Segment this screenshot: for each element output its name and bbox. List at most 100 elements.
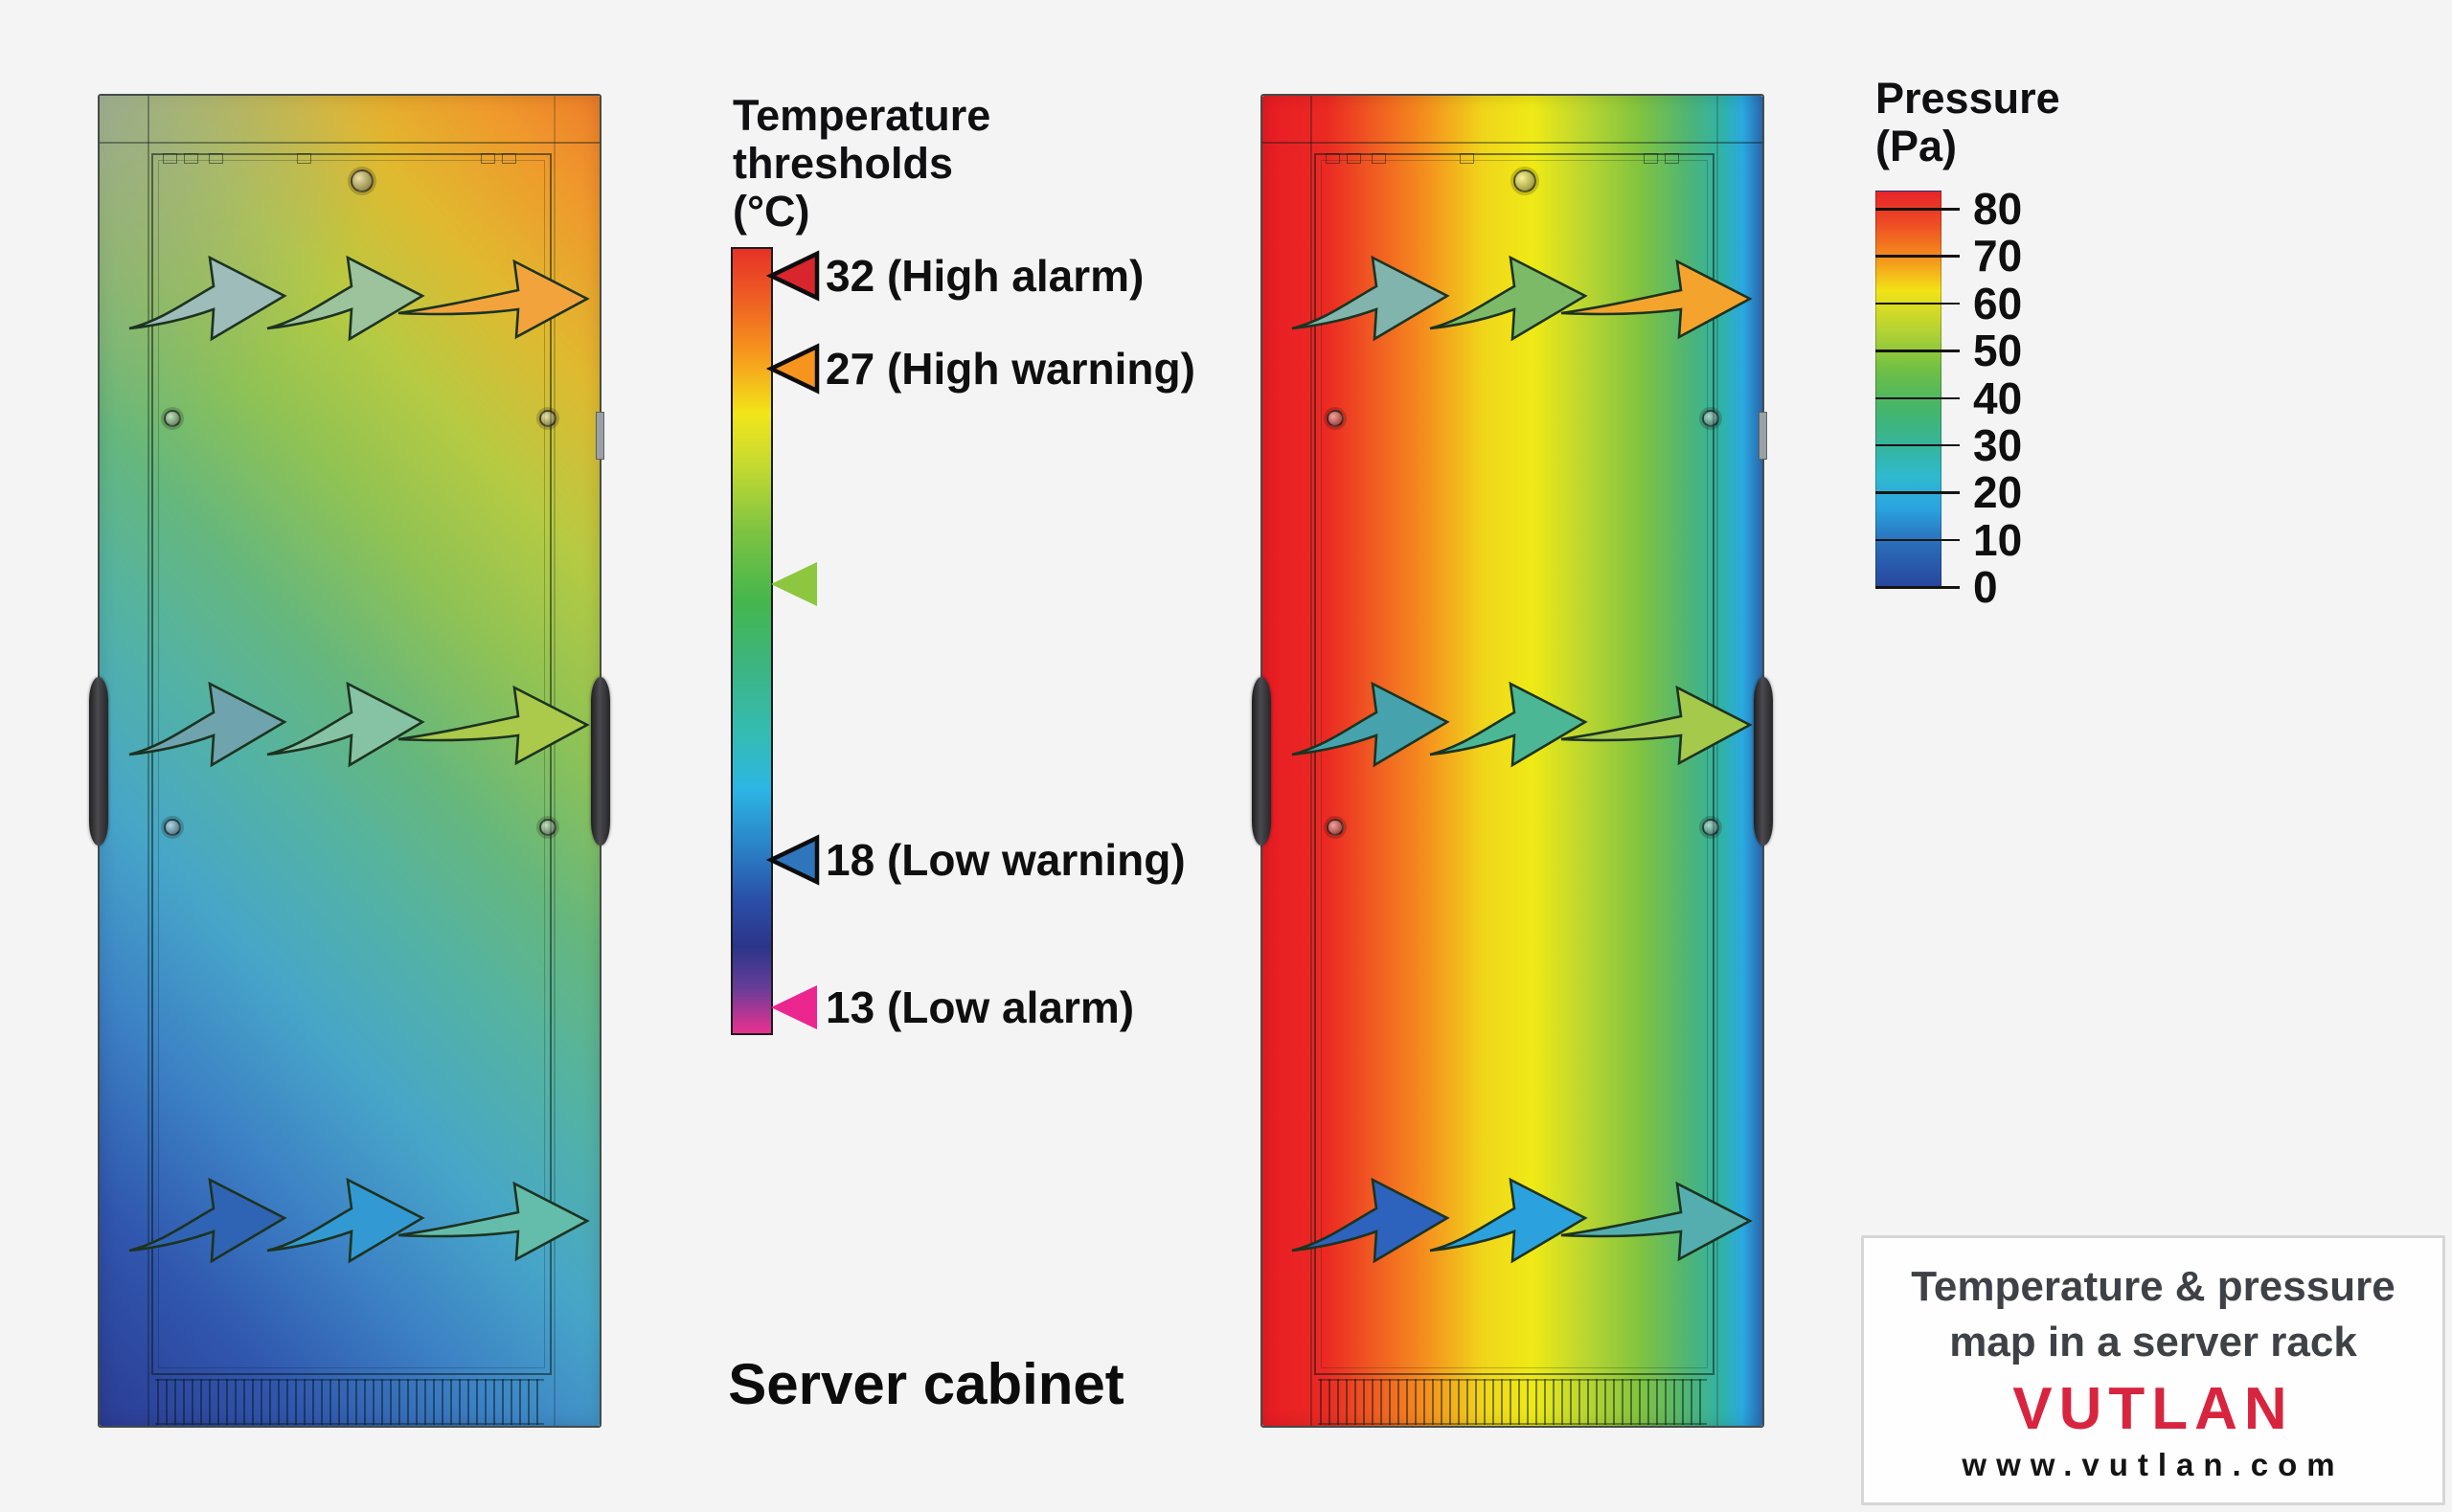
airflow-arrow-icon bbox=[397, 259, 590, 340]
screw-icon bbox=[1702, 410, 1719, 427]
airflow-arrow-icon bbox=[1429, 255, 1588, 342]
temperature-legend-title-line1: Temperature bbox=[733, 91, 991, 140]
airflow-arrow-icon bbox=[1291, 255, 1450, 342]
temperature-colorbar bbox=[731, 247, 773, 1035]
brand-logo: VUTLAN bbox=[2012, 1376, 2294, 1442]
brand-url: www.vutlan.com bbox=[1962, 1447, 2345, 1482]
door-hinge-mark bbox=[297, 153, 311, 164]
pressure-tick-line bbox=[1875, 350, 1960, 352]
airflow-arrow-icon bbox=[397, 1181, 590, 1262]
door-hinge-mark bbox=[209, 153, 223, 164]
cabinet-frame-line bbox=[1716, 96, 1718, 1426]
airflow-arrow-icon bbox=[266, 1177, 425, 1264]
door-hinge-mark bbox=[184, 153, 198, 164]
pressure-tick-line bbox=[1875, 586, 1960, 589]
door-hinge-mark bbox=[481, 153, 495, 164]
cabinet-frame-line bbox=[1310, 96, 1312, 1426]
temperature-legend-title-line3: (°C) bbox=[733, 187, 810, 236]
screw-icon bbox=[1702, 819, 1719, 836]
pressure-tick-label: 70 bbox=[1973, 231, 2023, 282]
pressure-tick-label: 50 bbox=[1973, 326, 2023, 376]
airflow-arrow-icon bbox=[1429, 681, 1588, 768]
info-box-title-line1: Temperature & pressure bbox=[1911, 1263, 2395, 1310]
airflow-arrow-icon bbox=[266, 255, 425, 342]
pressure-tick-label: 60 bbox=[1973, 278, 2023, 328]
threshold-marker-icon bbox=[766, 557, 820, 611]
cabinet-top-rail-line bbox=[1262, 142, 1762, 144]
pressure-tick-line bbox=[1875, 302, 1960, 305]
screw-icon bbox=[1327, 819, 1344, 836]
pressure-legend-title-line2: (Pa) bbox=[1875, 122, 1958, 170]
threshold-label: 13 (Low alarm) bbox=[826, 982, 1135, 1032]
screw-icon bbox=[351, 169, 374, 192]
airflow-arrow-icon bbox=[128, 1177, 287, 1264]
screw-icon bbox=[539, 410, 556, 427]
threshold-marker-icon bbox=[765, 342, 820, 395]
pressure-tick-label: 40 bbox=[1973, 372, 2023, 423]
pressure-legend-title: Pressure (Pa) bbox=[1875, 75, 2060, 170]
threshold-label: 18 (Low warning) bbox=[826, 835, 1186, 886]
airflow-arrow-icon bbox=[1429, 1177, 1588, 1264]
pressure-colorbar bbox=[1875, 191, 1941, 589]
cabinet-top-rail-line bbox=[100, 142, 600, 144]
pressure-tick-line bbox=[1875, 396, 1960, 399]
screw-icon bbox=[539, 819, 556, 836]
screw-icon bbox=[164, 819, 181, 836]
cabinet-frame-line bbox=[148, 96, 149, 1426]
threshold-marker-icon bbox=[765, 833, 820, 887]
info-box: Temperature & pressure map in a server r… bbox=[1861, 1235, 2445, 1505]
side-handle bbox=[591, 677, 610, 846]
screw-icon bbox=[164, 410, 181, 427]
temperature-legend-title-line2: thresholds bbox=[733, 139, 954, 188]
pressure-tick-label: 0 bbox=[1973, 562, 1998, 612]
door-hinge-mark bbox=[1326, 153, 1340, 164]
pressure-tick-label: 10 bbox=[1973, 514, 2023, 565]
door-hinge-mark bbox=[1347, 153, 1361, 164]
airflow-arrow-icon bbox=[128, 255, 287, 342]
pressure-tick-line bbox=[1875, 443, 1960, 447]
cabinet-door bbox=[1314, 153, 1714, 1375]
screw-icon bbox=[1513, 169, 1536, 192]
cabinet-door bbox=[151, 153, 552, 1375]
airflow-arrow-icon bbox=[1560, 259, 1753, 340]
pressure-tick-line bbox=[1875, 491, 1960, 494]
door-hinge-mark bbox=[1644, 153, 1658, 164]
threshold-label: 32 (High alarm) bbox=[826, 251, 1145, 302]
pressure-tick-label: 30 bbox=[1973, 419, 2023, 470]
side-handle bbox=[1754, 677, 1773, 846]
door-hinge-mark bbox=[502, 153, 516, 164]
cabinet-vent-grille bbox=[155, 1379, 544, 1425]
pressure-legend-title-line1: Pressure bbox=[1875, 74, 2060, 123]
airflow-arrow-icon bbox=[128, 681, 287, 768]
airflow-arrow-icon bbox=[397, 685, 590, 766]
airflow-arrow-icon bbox=[1291, 1177, 1450, 1264]
info-box-title-line2: map in a server rack bbox=[1949, 1319, 2357, 1365]
airflow-arrow-icon bbox=[266, 681, 425, 768]
threshold-marker-icon bbox=[766, 981, 820, 1034]
pressure-tick-line bbox=[1875, 208, 1960, 211]
side-hinge-tab bbox=[1759, 412, 1767, 460]
screw-icon bbox=[1327, 410, 1344, 427]
side-handle bbox=[1252, 677, 1271, 846]
threshold-marker-icon bbox=[765, 249, 820, 303]
pressure-tick-label: 20 bbox=[1973, 467, 2023, 518]
door-hinge-mark bbox=[163, 153, 177, 164]
cabinet-frame-line bbox=[554, 96, 556, 1426]
airflow-arrow-icon bbox=[1560, 1181, 1753, 1262]
door-hinge-mark bbox=[1460, 153, 1474, 164]
door-hinge-mark bbox=[1665, 153, 1679, 164]
pressure-tick-line bbox=[1875, 255, 1960, 258]
server-cabinet-temperature-map bbox=[89, 94, 610, 1428]
cabinet-door-inner-line bbox=[158, 160, 545, 1368]
server-cabinet-pressure-map bbox=[1252, 94, 1773, 1428]
door-hinge-mark bbox=[1372, 153, 1386, 164]
temperature-legend-title: Temperature thresholds (°C) bbox=[733, 92, 990, 236]
cabinet-vent-grille bbox=[1318, 1379, 1707, 1425]
cabinet-door-inner-line bbox=[1321, 160, 1708, 1368]
airflow-arrow-icon bbox=[1560, 685, 1753, 766]
threshold-label: 27 (High warning) bbox=[826, 343, 1195, 394]
side-hinge-tab bbox=[596, 412, 604, 460]
pressure-tick-label: 80 bbox=[1973, 184, 2023, 234]
server-cabinet-label: Server cabinet bbox=[728, 1352, 1124, 1416]
